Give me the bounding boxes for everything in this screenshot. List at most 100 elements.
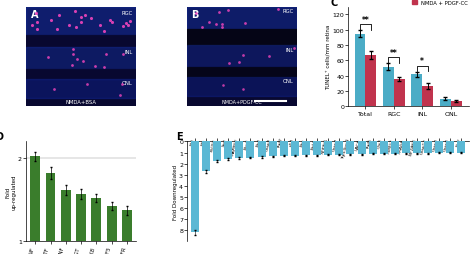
Text: D: D bbox=[0, 132, 3, 142]
Point bbox=[44, 56, 52, 60]
Bar bbox=[424, 142, 432, 153]
Text: A: A bbox=[30, 10, 38, 20]
Point bbox=[80, 60, 87, 64]
Bar bbox=[369, 142, 377, 154]
Bar bbox=[246, 142, 255, 158]
Point bbox=[83, 83, 91, 87]
Bar bbox=[302, 142, 310, 156]
Bar bbox=[191, 142, 199, 232]
Text: ONL: ONL bbox=[283, 78, 294, 83]
Point bbox=[70, 53, 77, 57]
Bar bbox=[355, 34, 365, 107]
Bar bbox=[357, 142, 365, 155]
Bar bbox=[187, 67, 297, 77]
Bar bbox=[76, 194, 86, 254]
Bar bbox=[26, 36, 136, 47]
Bar bbox=[30, 157, 40, 254]
Text: NMDA+PDGF-CC: NMDA+PDGF-CC bbox=[222, 100, 263, 105]
Bar bbox=[122, 211, 132, 254]
Text: NMDA+BSA: NMDA+BSA bbox=[65, 100, 97, 105]
Point bbox=[219, 23, 226, 27]
Point bbox=[118, 83, 126, 87]
Bar bbox=[435, 142, 443, 153]
Point bbox=[122, 22, 129, 26]
Point bbox=[34, 27, 41, 31]
Bar bbox=[187, 29, 297, 45]
Point bbox=[77, 21, 85, 25]
Text: ONL: ONL bbox=[122, 80, 133, 85]
Point bbox=[274, 8, 282, 12]
Y-axis label: Fold
up-regulated: Fold up-regulated bbox=[6, 174, 17, 209]
Bar bbox=[422, 86, 433, 107]
Point bbox=[116, 93, 124, 97]
Point bbox=[73, 26, 80, 30]
Bar bbox=[46, 173, 55, 254]
Point bbox=[50, 88, 57, 92]
Bar bbox=[346, 142, 355, 155]
Point bbox=[224, 9, 232, 13]
Point bbox=[88, 17, 95, 21]
Point bbox=[55, 13, 63, 18]
Point bbox=[47, 19, 55, 23]
Point bbox=[73, 58, 81, 62]
Bar bbox=[391, 142, 399, 154]
Bar bbox=[365, 56, 376, 107]
Bar bbox=[451, 102, 462, 107]
Point bbox=[65, 24, 73, 28]
Y-axis label: Fold Downregulated: Fold Downregulated bbox=[173, 164, 178, 219]
Point bbox=[102, 53, 110, 57]
Bar bbox=[411, 75, 422, 107]
Text: **: ** bbox=[390, 49, 398, 58]
Point bbox=[212, 23, 220, 27]
Text: INL: INL bbox=[125, 49, 133, 54]
Point bbox=[28, 24, 36, 28]
Text: E: E bbox=[176, 132, 182, 142]
Point bbox=[225, 61, 233, 65]
Point bbox=[124, 24, 131, 28]
Point bbox=[236, 61, 243, 65]
Point bbox=[241, 22, 249, 26]
Point bbox=[100, 65, 108, 69]
Point bbox=[218, 26, 226, 30]
Legend: NMDA + vehicle, NMDA + PDGF-CC: NMDA + vehicle, NMDA + PDGF-CC bbox=[410, 0, 470, 8]
Bar bbox=[280, 142, 288, 156]
Point bbox=[33, 21, 41, 25]
Bar bbox=[26, 79, 136, 99]
Point bbox=[68, 64, 76, 68]
Bar bbox=[187, 8, 297, 29]
Bar bbox=[394, 80, 405, 107]
Bar bbox=[202, 142, 210, 172]
Text: *: * bbox=[420, 57, 424, 66]
Point bbox=[192, 12, 200, 16]
Point bbox=[239, 88, 246, 92]
Point bbox=[91, 64, 99, 68]
Bar bbox=[413, 142, 421, 153]
Point bbox=[69, 48, 77, 52]
Bar bbox=[224, 142, 232, 160]
Bar bbox=[383, 67, 394, 107]
Bar bbox=[335, 142, 343, 155]
Bar bbox=[313, 142, 321, 156]
Point bbox=[109, 21, 116, 25]
Bar bbox=[26, 69, 136, 79]
Bar bbox=[457, 142, 465, 153]
Bar bbox=[291, 142, 299, 156]
Bar bbox=[324, 142, 332, 155]
Text: C: C bbox=[330, 0, 337, 8]
Point bbox=[265, 55, 273, 59]
Bar bbox=[107, 207, 117, 254]
Point bbox=[205, 21, 213, 25]
Y-axis label: TUNEL⁺ cells/mm retina: TUNEL⁺ cells/mm retina bbox=[326, 25, 331, 90]
Point bbox=[100, 30, 108, 34]
Bar bbox=[91, 198, 101, 254]
Bar bbox=[440, 99, 451, 107]
Point bbox=[106, 19, 114, 23]
Point bbox=[239, 54, 247, 58]
Bar bbox=[236, 142, 243, 158]
Text: RGC: RGC bbox=[121, 11, 133, 15]
Point bbox=[219, 84, 227, 88]
Bar bbox=[257, 142, 265, 157]
Bar bbox=[447, 142, 455, 153]
Point bbox=[71, 10, 79, 14]
Point bbox=[119, 25, 127, 29]
